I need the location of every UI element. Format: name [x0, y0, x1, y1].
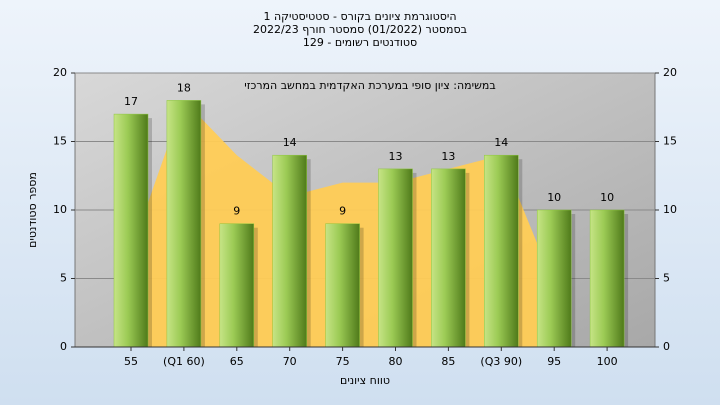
bar [536, 209, 572, 348]
y2-tick-label: 20 [663, 66, 677, 79]
bar [113, 113, 149, 348]
bar [166, 100, 202, 348]
bar [589, 209, 625, 348]
x-tick-label: (Q1 60) [163, 355, 205, 368]
data-label: 13 [441, 150, 455, 163]
x-tick-label: 80 [389, 355, 403, 368]
data-label: 10 [600, 191, 614, 204]
x-tick-label: 75 [336, 355, 350, 368]
chart-title: היסטוגרמת ציונים בקורס - סטטיסטיקה 1 [263, 10, 456, 23]
data-label: 14 [494, 136, 508, 149]
chart-subtitle: סטודנטים רשומים - 129 [303, 36, 417, 49]
x-tick-label: (Q3 90) [480, 355, 522, 368]
data-label: 9 [233, 205, 240, 218]
x-tick-label: 85 [441, 355, 455, 368]
bar [378, 168, 413, 348]
y-tick-label: 15 [53, 135, 67, 148]
bar [219, 223, 255, 348]
y-tick-label: 20 [53, 66, 67, 79]
data-label: 9 [339, 205, 346, 218]
x-tick-label: 95 [547, 355, 561, 368]
data-label: 17 [124, 95, 138, 108]
bar [431, 168, 466, 348]
bar [484, 154, 519, 348]
bar [272, 154, 307, 348]
data-label: 10 [547, 191, 561, 204]
y2-tick-label: 5 [663, 272, 670, 285]
y-axis-label: מספר סטודנטים [26, 172, 39, 248]
x-tick-label: 100 [597, 355, 618, 368]
y2-tick-label: 15 [663, 135, 677, 148]
x-axis-label: טווח ציונים [340, 374, 390, 387]
y2-tick-label: 10 [663, 203, 677, 216]
x-tick-label: 65 [230, 355, 244, 368]
bar [325, 223, 360, 348]
y-tick-label: 0 [60, 340, 67, 353]
data-label: 13 [389, 150, 403, 163]
y-tick-label: 5 [60, 272, 67, 285]
data-label: 18 [177, 81, 191, 94]
x-tick-label: 70 [283, 355, 297, 368]
y-tick-label: 10 [53, 203, 67, 216]
annotation: במשימה: ציון סופי במערכת האקדמית במחשב ה… [244, 79, 495, 92]
y2-tick-label: 0 [663, 340, 670, 353]
data-label: 14 [283, 136, 297, 149]
x-tick-label: 55 [124, 355, 138, 368]
chart-subtitle: בסמסטר (01/2022) סמסטר חורף 2022/23 [253, 23, 467, 36]
